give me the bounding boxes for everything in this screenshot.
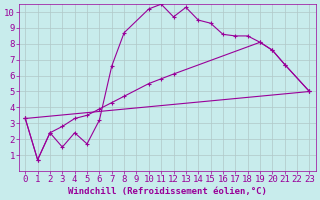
X-axis label: Windchill (Refroidissement éolien,°C): Windchill (Refroidissement éolien,°C) <box>68 187 267 196</box>
